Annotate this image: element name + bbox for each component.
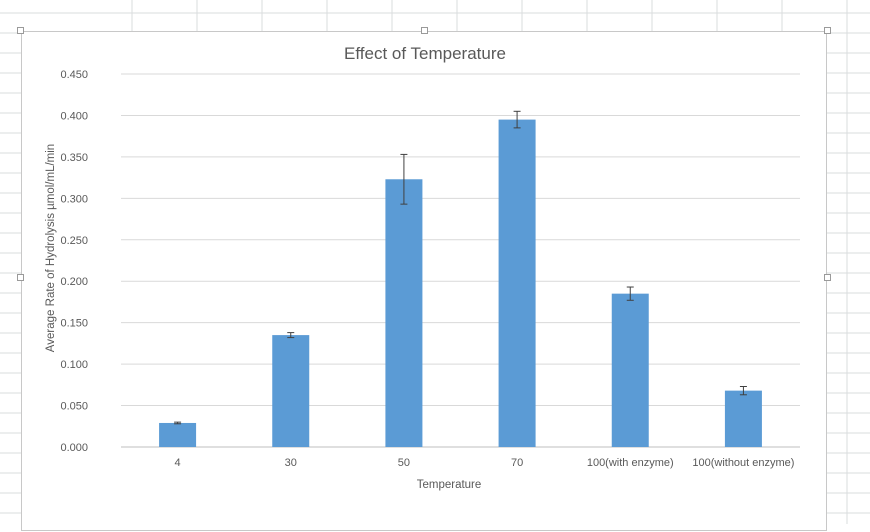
error-bar: [287, 332, 295, 339]
x-axis-title: Temperature: [417, 479, 482, 491]
bars: [159, 119, 762, 447]
y-tick-label: 0.300: [60, 193, 88, 205]
y-tick-label: 0.050: [60, 401, 88, 413]
bar[interactable]: [498, 119, 536, 447]
gridlines: [121, 73, 800, 448]
y-axis-ticks: 0.000 0.050 0.100 0.150 0.200 0.250 0.300 0.350…: [60, 69, 88, 454]
y-tick-label: 0.000: [60, 442, 88, 454]
resize-handle-top-right[interactable]: [824, 27, 831, 34]
bar[interactable]: [611, 293, 649, 447]
error-bar: [174, 421, 182, 425]
x-category-label: 30: [285, 457, 297, 469]
bar[interactable]: [385, 179, 423, 447]
x-axis-categories: 4 30 50 70 100(with enzyme) 100(without enzym…: [175, 457, 795, 469]
y-tick-label: 0.150: [60, 318, 88, 330]
resize-handle-middle-left[interactable]: [17, 274, 24, 281]
y-tick-label: 0.250: [60, 235, 88, 247]
x-category-label: 70: [511, 457, 523, 469]
resize-handle-middle-right[interactable]: [824, 274, 831, 281]
x-category-label: 50: [398, 457, 410, 469]
chart-area[interactable]: Effect of Temperature 0.000 0.050 0.100 0.1…: [21, 31, 827, 531]
y-tick-label: 0.400: [60, 110, 88, 122]
y-axis-title: Average Rate of Hydrolysis µmol/mL/min: [45, 144, 57, 352]
error-bars: [174, 110, 747, 425]
bar[interactable]: [724, 390, 762, 447]
y-tick-label: 0.100: [60, 359, 88, 371]
x-category-label: 4: [175, 457, 181, 469]
chart-title: Effect of Temperature: [344, 44, 506, 63]
y-tick-label: 0.450: [60, 69, 88, 81]
resize-handle-top-left[interactable]: [17, 27, 24, 34]
y-tick-label: 0.200: [60, 276, 88, 288]
error-bar: [400, 153, 408, 205]
resize-handle-top-middle[interactable]: [421, 27, 428, 34]
x-category-label: 100(without enzyme): [692, 457, 794, 469]
error-bar: [626, 286, 634, 301]
x-category-label: 100(with enzyme): [587, 457, 674, 469]
y-tick-label: 0.350: [60, 152, 88, 164]
error-bar: [739, 385, 747, 396]
bar[interactable]: [272, 335, 310, 447]
error-bar: [513, 110, 521, 129]
bar[interactable]: [159, 422, 197, 447]
bar-chart: Effect of Temperature 0.000 0.050 0.100 0.1…: [45, 44, 800, 491]
